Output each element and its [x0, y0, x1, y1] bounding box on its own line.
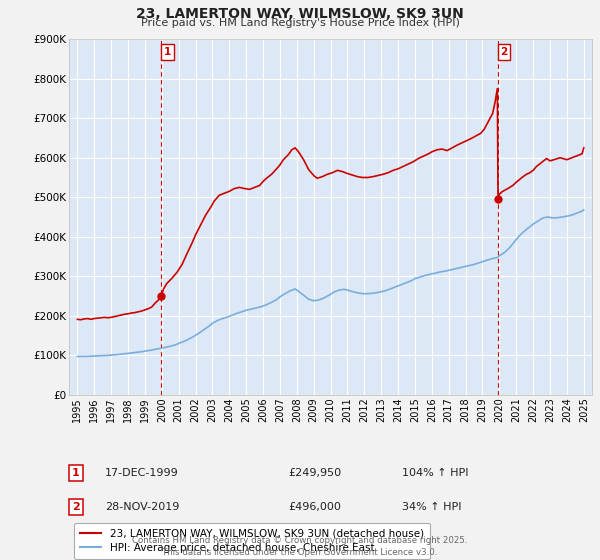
Text: 2: 2 — [500, 47, 508, 57]
Text: 2: 2 — [72, 502, 80, 512]
Text: Contains HM Land Registry data © Crown copyright and database right 2025.
This d: Contains HM Land Registry data © Crown c… — [132, 536, 468, 557]
Text: 28-NOV-2019: 28-NOV-2019 — [105, 502, 179, 512]
Text: 1: 1 — [164, 47, 171, 57]
Legend: 23, LAMERTON WAY, WILMSLOW, SK9 3UN (detached house), HPI: Average price, detach: 23, LAMERTON WAY, WILMSLOW, SK9 3UN (det… — [74, 522, 430, 559]
Text: 1: 1 — [72, 468, 80, 478]
Text: £249,950: £249,950 — [288, 468, 341, 478]
Text: 34% ↑ HPI: 34% ↑ HPI — [402, 502, 461, 512]
Text: 23, LAMERTON WAY, WILMSLOW, SK9 3UN: 23, LAMERTON WAY, WILMSLOW, SK9 3UN — [136, 7, 464, 21]
Text: Price paid vs. HM Land Registry's House Price Index (HPI): Price paid vs. HM Land Registry's House … — [140, 18, 460, 29]
Text: 104% ↑ HPI: 104% ↑ HPI — [402, 468, 469, 478]
Text: 17-DEC-1999: 17-DEC-1999 — [105, 468, 179, 478]
Text: £496,000: £496,000 — [288, 502, 341, 512]
